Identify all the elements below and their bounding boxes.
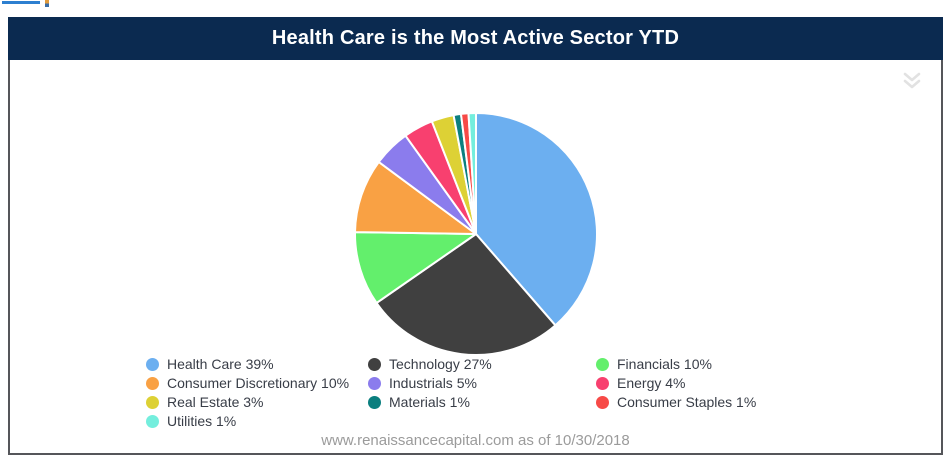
legend: Health Care 39% Technology 27% Financials … — [146, 356, 846, 429]
legend-item-financials[interactable]: Financials 10% — [596, 356, 846, 372]
legend-item-consumer-discretionary[interactable]: Consumer Discretionary 10% — [146, 375, 368, 391]
legend-swatch-icon — [596, 357, 609, 371]
legend-label: Materials 1% — [389, 394, 470, 410]
pie-chart — [354, 111, 598, 356]
legend-item-materials[interactable]: Materials 1% — [368, 394, 596, 410]
legend-label: Consumer Discretionary 10% — [167, 375, 350, 391]
legend-swatch-icon — [368, 376, 381, 390]
legend-item-real-estate[interactable]: Real Estate 3% — [146, 394, 368, 410]
legend-swatch-icon — [596, 376, 609, 390]
legend-label: Consumer Staples 1% — [617, 394, 757, 410]
pie-slice-financials[interactable] — [354, 231, 477, 304]
legend-item-energy[interactable]: Energy 4% — [596, 375, 846, 391]
legend-label: Industrials 5% — [389, 375, 477, 391]
legend-swatch-icon — [368, 357, 381, 371]
pie-slice-utilities[interactable] — [467, 111, 477, 235]
legend-swatch-icon — [146, 414, 159, 428]
chart-panel: Health Care is the Most Active Sector YT… — [8, 17, 943, 455]
legend-label: Energy 4% — [617, 375, 686, 391]
legend-swatch-icon — [596, 395, 609, 409]
pie-slice-consumer-discretionary[interactable] — [354, 160, 477, 235]
source-note: www.renaissancecapital.com as of 10/30/2… — [321, 432, 630, 449]
legend-item-technology[interactable]: Technology 27% — [368, 356, 596, 372]
legend-swatch-icon — [146, 357, 159, 371]
legend-swatch-icon — [368, 395, 381, 409]
pie-slice-technology[interactable] — [375, 233, 557, 356]
collapse-double-chevron-down-icon[interactable] — [900, 69, 924, 93]
pie-slice-health-care[interactable] — [475, 112, 598, 327]
legend-label: Real Estate 3% — [167, 394, 264, 410]
legend-item-health-care[interactable]: Health Care 39% — [146, 356, 368, 372]
legend-label: Health Care 39% — [167, 356, 274, 372]
legend-item-utilities[interactable]: Utilities 1% — [146, 413, 368, 429]
cropped-glyph-fragment — [45, 0, 49, 7]
legend-label: Financials 10% — [617, 356, 712, 372]
legend-item-consumer-staples[interactable]: Consumer Staples 1% — [596, 394, 846, 410]
legend-item-industrials[interactable]: Industrials 5% — [368, 375, 596, 391]
chart-body: Health Care 39% Technology 27% Financials … — [8, 60, 943, 455]
legend-label: Utilities 1% — [167, 413, 237, 429]
legend-label: Technology 27% — [389, 356, 492, 372]
chart-header: Health Care is the Most Active Sector YT… — [8, 17, 943, 60]
chart-title: Health Care is the Most Active Sector YT… — [271, 27, 680, 49]
legend-swatch-icon — [146, 376, 159, 390]
legend-swatch-icon — [146, 395, 159, 409]
cropped-link-underline-fragment — [2, 1, 40, 4]
